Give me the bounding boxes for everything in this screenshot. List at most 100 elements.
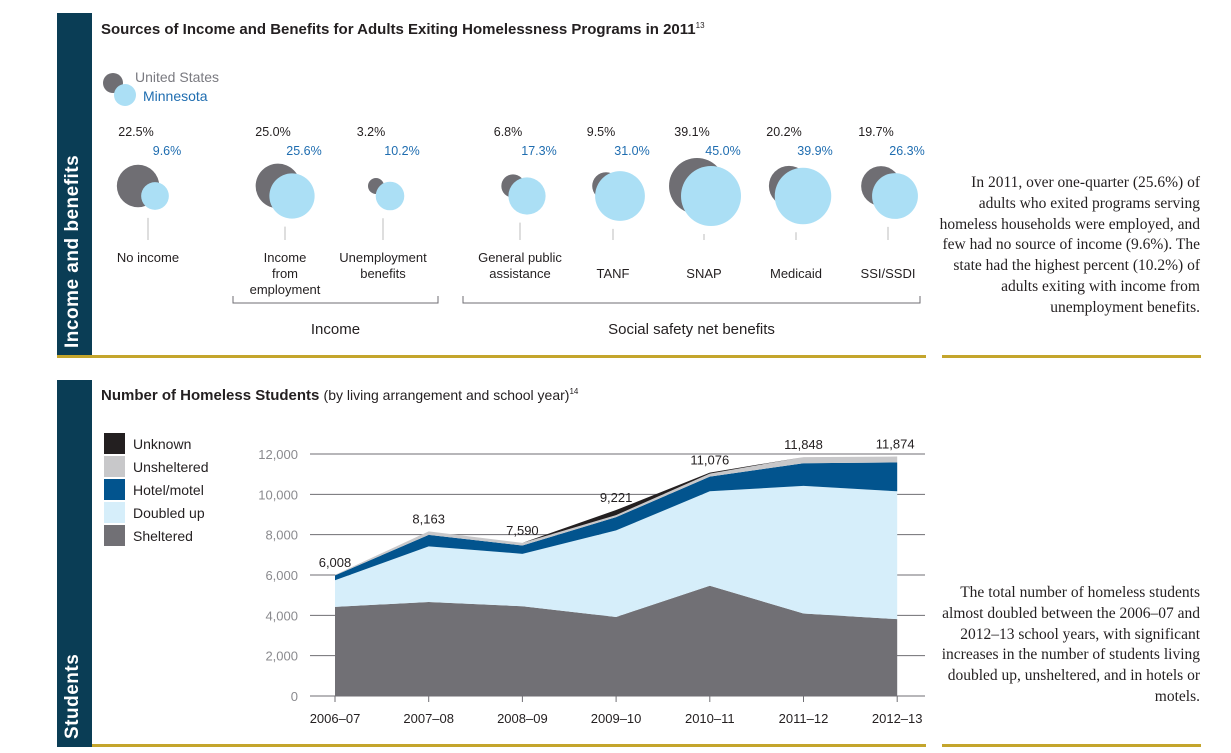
mn-bubble bbox=[141, 182, 169, 210]
group-label: Income bbox=[311, 321, 360, 338]
mn-bubble bbox=[269, 173, 315, 219]
area-unknown bbox=[335, 456, 898, 575]
legend-item: Unsheltered bbox=[104, 455, 209, 478]
mn-bubble bbox=[375, 181, 405, 211]
category-label: SNAP bbox=[686, 266, 721, 281]
students-legend: Unknown Unsheltered Hotel/motel Doubled up S… bbox=[104, 432, 209, 547]
group-bracket bbox=[462, 296, 921, 304]
x-tick-label: 2008–09 bbox=[497, 711, 548, 726]
category-label: assistance bbox=[489, 266, 550, 281]
total-label: 11,874 bbox=[876, 437, 915, 452]
x-tick-label: 2011–12 bbox=[779, 711, 829, 726]
divider bbox=[92, 744, 926, 747]
category-label: General public bbox=[478, 250, 562, 265]
students-chart-title-text: Number of Homeless Students bbox=[101, 387, 320, 404]
x-tick-label: 2009–10 bbox=[591, 711, 642, 726]
mn-value-label: 9.6% bbox=[153, 144, 182, 158]
category-label: benefits bbox=[360, 266, 406, 281]
category-label: TANF bbox=[597, 266, 630, 281]
income-chart-title-text: Sources of Income and Benefits for Adult… bbox=[101, 21, 696, 38]
us-value-label: 19.7% bbox=[858, 125, 893, 139]
students-chart-title: Number of Homeless Students (by living a… bbox=[101, 387, 578, 404]
divider bbox=[942, 355, 1201, 358]
y-tick-label: 4,000 bbox=[265, 608, 298, 623]
legend-item: Doubled up bbox=[104, 501, 209, 524]
area-unsheltered bbox=[335, 456, 898, 576]
x-tick-label: 2007–08 bbox=[403, 711, 454, 726]
legend-us-label: United States bbox=[135, 69, 219, 85]
legend-item: Sheltered bbox=[104, 524, 209, 547]
category-label: Unemployment bbox=[339, 250, 427, 265]
group-bracket bbox=[232, 296, 439, 304]
mn-value-label: 25.6% bbox=[286, 144, 321, 158]
income-bubble-chart: United States Minnesota 22.5%9.6% No income… bbox=[103, 69, 925, 338]
mn-value-label: 45.0% bbox=[705, 144, 740, 158]
legend-label: Doubled up bbox=[133, 504, 205, 521]
students-chart-subtitle: (by living arrangement and school year) bbox=[323, 387, 570, 403]
total-label: 11,848 bbox=[784, 437, 823, 452]
us-value-label: 9.5% bbox=[587, 125, 616, 139]
mn-bubble bbox=[508, 177, 546, 215]
mn-bubble bbox=[681, 166, 741, 226]
legend-item: Hotel/motel bbox=[104, 478, 209, 501]
legend-mn-label: Minnesota bbox=[143, 88, 208, 104]
income-note: In 2011, over one-quarter (25.6%) of adu… bbox=[939, 174, 1200, 316]
income-chart-title: Sources of Income and Benefits for Adult… bbox=[101, 21, 705, 38]
legend-swatch-icon bbox=[104, 456, 125, 477]
y-tick-label: 10,000 bbox=[258, 487, 298, 502]
mn-bubble bbox=[774, 167, 832, 225]
mn-value-label: 39.9% bbox=[797, 144, 832, 158]
x-tick-label: 2010–11 bbox=[685, 711, 735, 726]
mn-value-label: 10.2% bbox=[384, 144, 419, 158]
legend-swatch-icon bbox=[104, 479, 125, 500]
area-hotel-motel bbox=[335, 462, 898, 581]
legend-label: Sheltered bbox=[133, 527, 193, 544]
divider bbox=[57, 355, 926, 358]
mn-value-label: 26.3% bbox=[889, 144, 924, 158]
total-label: 7,590 bbox=[506, 523, 539, 538]
students-note: The total number of homeless students al… bbox=[941, 584, 1200, 705]
us-value-label: 20.2% bbox=[766, 125, 801, 139]
us-value-label: 6.8% bbox=[494, 125, 523, 139]
group-label: Social safety net benefits bbox=[608, 321, 775, 338]
income-footnote: 13 bbox=[695, 21, 705, 30]
legend-label: Unsheltered bbox=[133, 458, 209, 475]
us-value-label: 39.1% bbox=[674, 125, 709, 139]
area-sheltered bbox=[335, 585, 898, 696]
students-footnote: 14 bbox=[569, 387, 579, 396]
mn-bubble bbox=[595, 171, 645, 221]
x-tick-label: 2012–13 bbox=[872, 711, 923, 726]
mn-value-label: 31.0% bbox=[614, 144, 649, 158]
income-benefits-sidebar: Income and benefits bbox=[57, 13, 92, 356]
area-doubled-up bbox=[335, 485, 898, 620]
category-label: No income bbox=[117, 250, 179, 265]
y-tick-label: 6,000 bbox=[265, 568, 298, 583]
total-label: 9,221 bbox=[600, 490, 633, 505]
legend-mn-icon bbox=[114, 84, 136, 106]
total-label: 6,008 bbox=[319, 555, 352, 570]
category-label: employment bbox=[250, 282, 321, 297]
us-value-label: 25.0% bbox=[255, 125, 290, 139]
legend-swatch-icon bbox=[104, 502, 125, 523]
category-label: SSI/SSDI bbox=[861, 266, 916, 281]
us-value-label: 3.2% bbox=[357, 125, 386, 139]
category-label: Income bbox=[264, 250, 307, 265]
x-tick-label: 2006–07 bbox=[310, 711, 361, 726]
legend-item: Unknown bbox=[104, 432, 209, 455]
mn-bubble bbox=[872, 173, 918, 219]
category-label: from bbox=[272, 266, 298, 281]
legend-label: Hotel/motel bbox=[133, 481, 204, 498]
us-value-label: 22.5% bbox=[118, 125, 153, 139]
y-tick-label: 2,000 bbox=[265, 649, 298, 664]
divider bbox=[942, 744, 1201, 747]
total-label: 8,163 bbox=[412, 511, 445, 526]
category-label: Medicaid bbox=[770, 266, 822, 281]
mn-value-label: 17.3% bbox=[521, 144, 556, 158]
students-side-label: Students bbox=[61, 653, 83, 739]
legend-swatch-icon bbox=[104, 433, 125, 454]
y-tick-label: 0 bbox=[291, 689, 298, 704]
y-tick-label: 12,000 bbox=[258, 447, 298, 462]
y-tick-label: 8,000 bbox=[265, 528, 298, 543]
total-label: 11,076 bbox=[690, 453, 729, 468]
legend-label: Unknown bbox=[133, 435, 192, 452]
